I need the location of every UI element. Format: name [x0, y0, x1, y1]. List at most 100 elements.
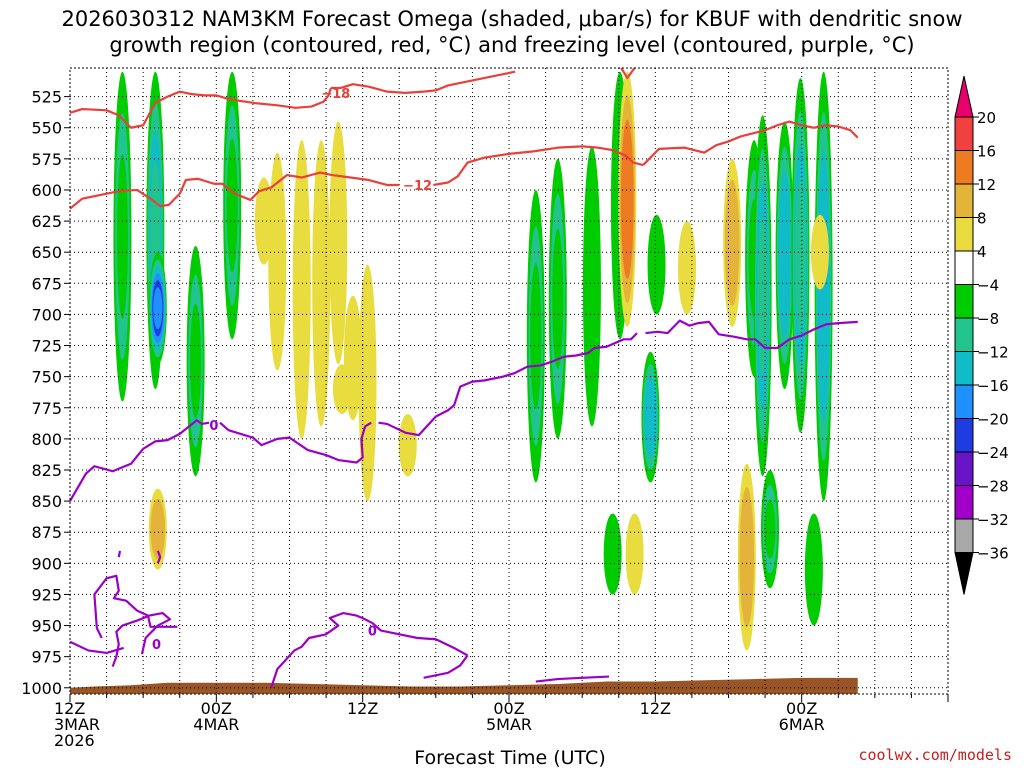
temperature-contours: −18 −12 0 0 0: [69, 67, 859, 689]
omega-region-10: [329, 121, 348, 365]
omega-region-8: [292, 140, 311, 439]
contour-label: 0: [209, 419, 218, 434]
colorbar-bin: [954, 384, 974, 419]
omega-cell: [650, 233, 663, 296]
pressure-axis: 525 550 575 600 625 650 675 700 725 750 775 800 825 8…: [21, 88, 70, 698]
contour-line--14: [642, 120, 859, 166]
omega-region-14: [398, 413, 417, 477]
omega-region-7: [268, 152, 287, 371]
colorbar-label: −28: [977, 478, 1009, 496]
colorbar-bin: [954, 418, 974, 453]
omega-cell: [270, 193, 284, 330]
x-axis-title: Forecast Time (UTC): [414, 747, 605, 768]
x-tick-label: 12Z: [640, 699, 671, 718]
credit-text: coolwx.com/models: [858, 746, 1012, 764]
colorbar-label: −8: [977, 310, 999, 328]
omega-region-13: [358, 264, 377, 502]
y-tick-label: 700: [31, 305, 62, 324]
omega-cell: [190, 303, 202, 419]
omega-region-0: [113, 71, 132, 402]
dotted-grid: [70, 68, 948, 694]
omega-colorbar: 20 16 12 8 4 −4 −8 −12 −16 −20 −24 −28 −32 −36: [954, 75, 1009, 595]
x-tick-label: 3MAR: [54, 715, 100, 734]
y-tick-label: 575: [31, 150, 62, 169]
omega-region-34: [804, 513, 823, 626]
omega-cell: [807, 534, 821, 605]
contour-label: −12: [403, 179, 432, 194]
y-tick-label: 1000: [21, 679, 62, 698]
contour-line--18: [69, 87, 333, 129]
colorbar-bin: [954, 217, 974, 252]
omega-region-19: [618, 71, 637, 327]
colorbar-bin: [954, 451, 974, 486]
contour-line-0e: [117, 550, 122, 558]
contour-line-0f: [156, 550, 162, 564]
omega-region-21: [647, 214, 666, 315]
x-tick-label: 12Z: [347, 699, 378, 718]
x-tick-label: 5MAR: [486, 715, 532, 734]
contour-label: 0: [368, 625, 377, 640]
omega-region-24: [678, 221, 697, 315]
colorbar-label: 12: [977, 176, 996, 194]
omega-cell: [795, 177, 806, 333]
y-tick-label: 975: [31, 648, 62, 667]
y-tick-label: 825: [31, 461, 62, 480]
y-tick-label: 650: [31, 243, 62, 262]
omega-region-23: [603, 513, 622, 595]
y-tick-label: 900: [31, 554, 62, 573]
omega-region-2: [148, 252, 167, 365]
y-tick-label: 750: [31, 368, 62, 387]
chart-title-line-2: growth region (contoured, red, °C) and f…: [109, 33, 914, 57]
x-tick-label: 00Z: [493, 699, 524, 718]
omega-cell: [295, 196, 309, 383]
contour-line-0c: [270, 612, 469, 689]
contour-line-0a2: [219, 421, 372, 464]
contour-label: 0: [152, 638, 161, 653]
terrain-fill: [70, 677, 858, 694]
omega-region-20: [641, 351, 660, 483]
omega-cell: [813, 228, 827, 276]
y-tick-label: 925: [31, 585, 62, 604]
contour-line-0a: [69, 419, 210, 502]
colorbar-bin: [954, 116, 974, 151]
colorbar-label: −12: [977, 344, 1009, 362]
y-tick-label: 775: [31, 399, 62, 418]
colorbar-bin: [954, 284, 974, 319]
contour-line-0a4: [645, 319, 858, 350]
colorbar-label: −24: [977, 444, 1009, 462]
omega-cell: [530, 263, 542, 410]
x-tick-label: 4MAR: [193, 715, 239, 734]
omega-shading: [113, 71, 833, 651]
colorbar-label: −16: [977, 377, 1009, 395]
y-tick-label: 625: [31, 212, 62, 231]
y-tick-label: 800: [31, 430, 62, 449]
omega-cell: [680, 238, 694, 297]
colorbar-bottom-arrow: [954, 552, 974, 595]
contour-line-0b3: [93, 574, 178, 639]
omega-region-3: [148, 488, 167, 570]
omega-cell: [331, 167, 345, 319]
omega-region-31: [810, 214, 829, 290]
x-tick-label: 12Z: [54, 699, 85, 718]
colorbar-label: −20: [977, 411, 1009, 429]
y-tick-label: 525: [31, 88, 62, 107]
omega-region-6: [254, 177, 273, 265]
omega-cell: [152, 508, 164, 550]
y-tick-label: 875: [31, 523, 62, 542]
omega-cell: [346, 319, 360, 397]
omega-region-29: [791, 77, 810, 433]
omega-region-16: [548, 158, 567, 439]
colorbar-bin: [954, 485, 974, 520]
colorbar-bin: [954, 250, 974, 285]
omega-cell: [726, 200, 738, 285]
y-tick-label: 950: [31, 617, 62, 636]
contour-line--18c: [620, 67, 636, 80]
colorbar-label: −36: [977, 545, 1009, 563]
omega-cell: [401, 425, 415, 465]
omega-region-9: [312, 140, 331, 427]
x-tick-label: 6MAR: [779, 715, 825, 734]
omega-cell: [606, 528, 620, 580]
colorbar-bin: [954, 351, 974, 386]
colorbar-label: 16: [977, 143, 996, 161]
